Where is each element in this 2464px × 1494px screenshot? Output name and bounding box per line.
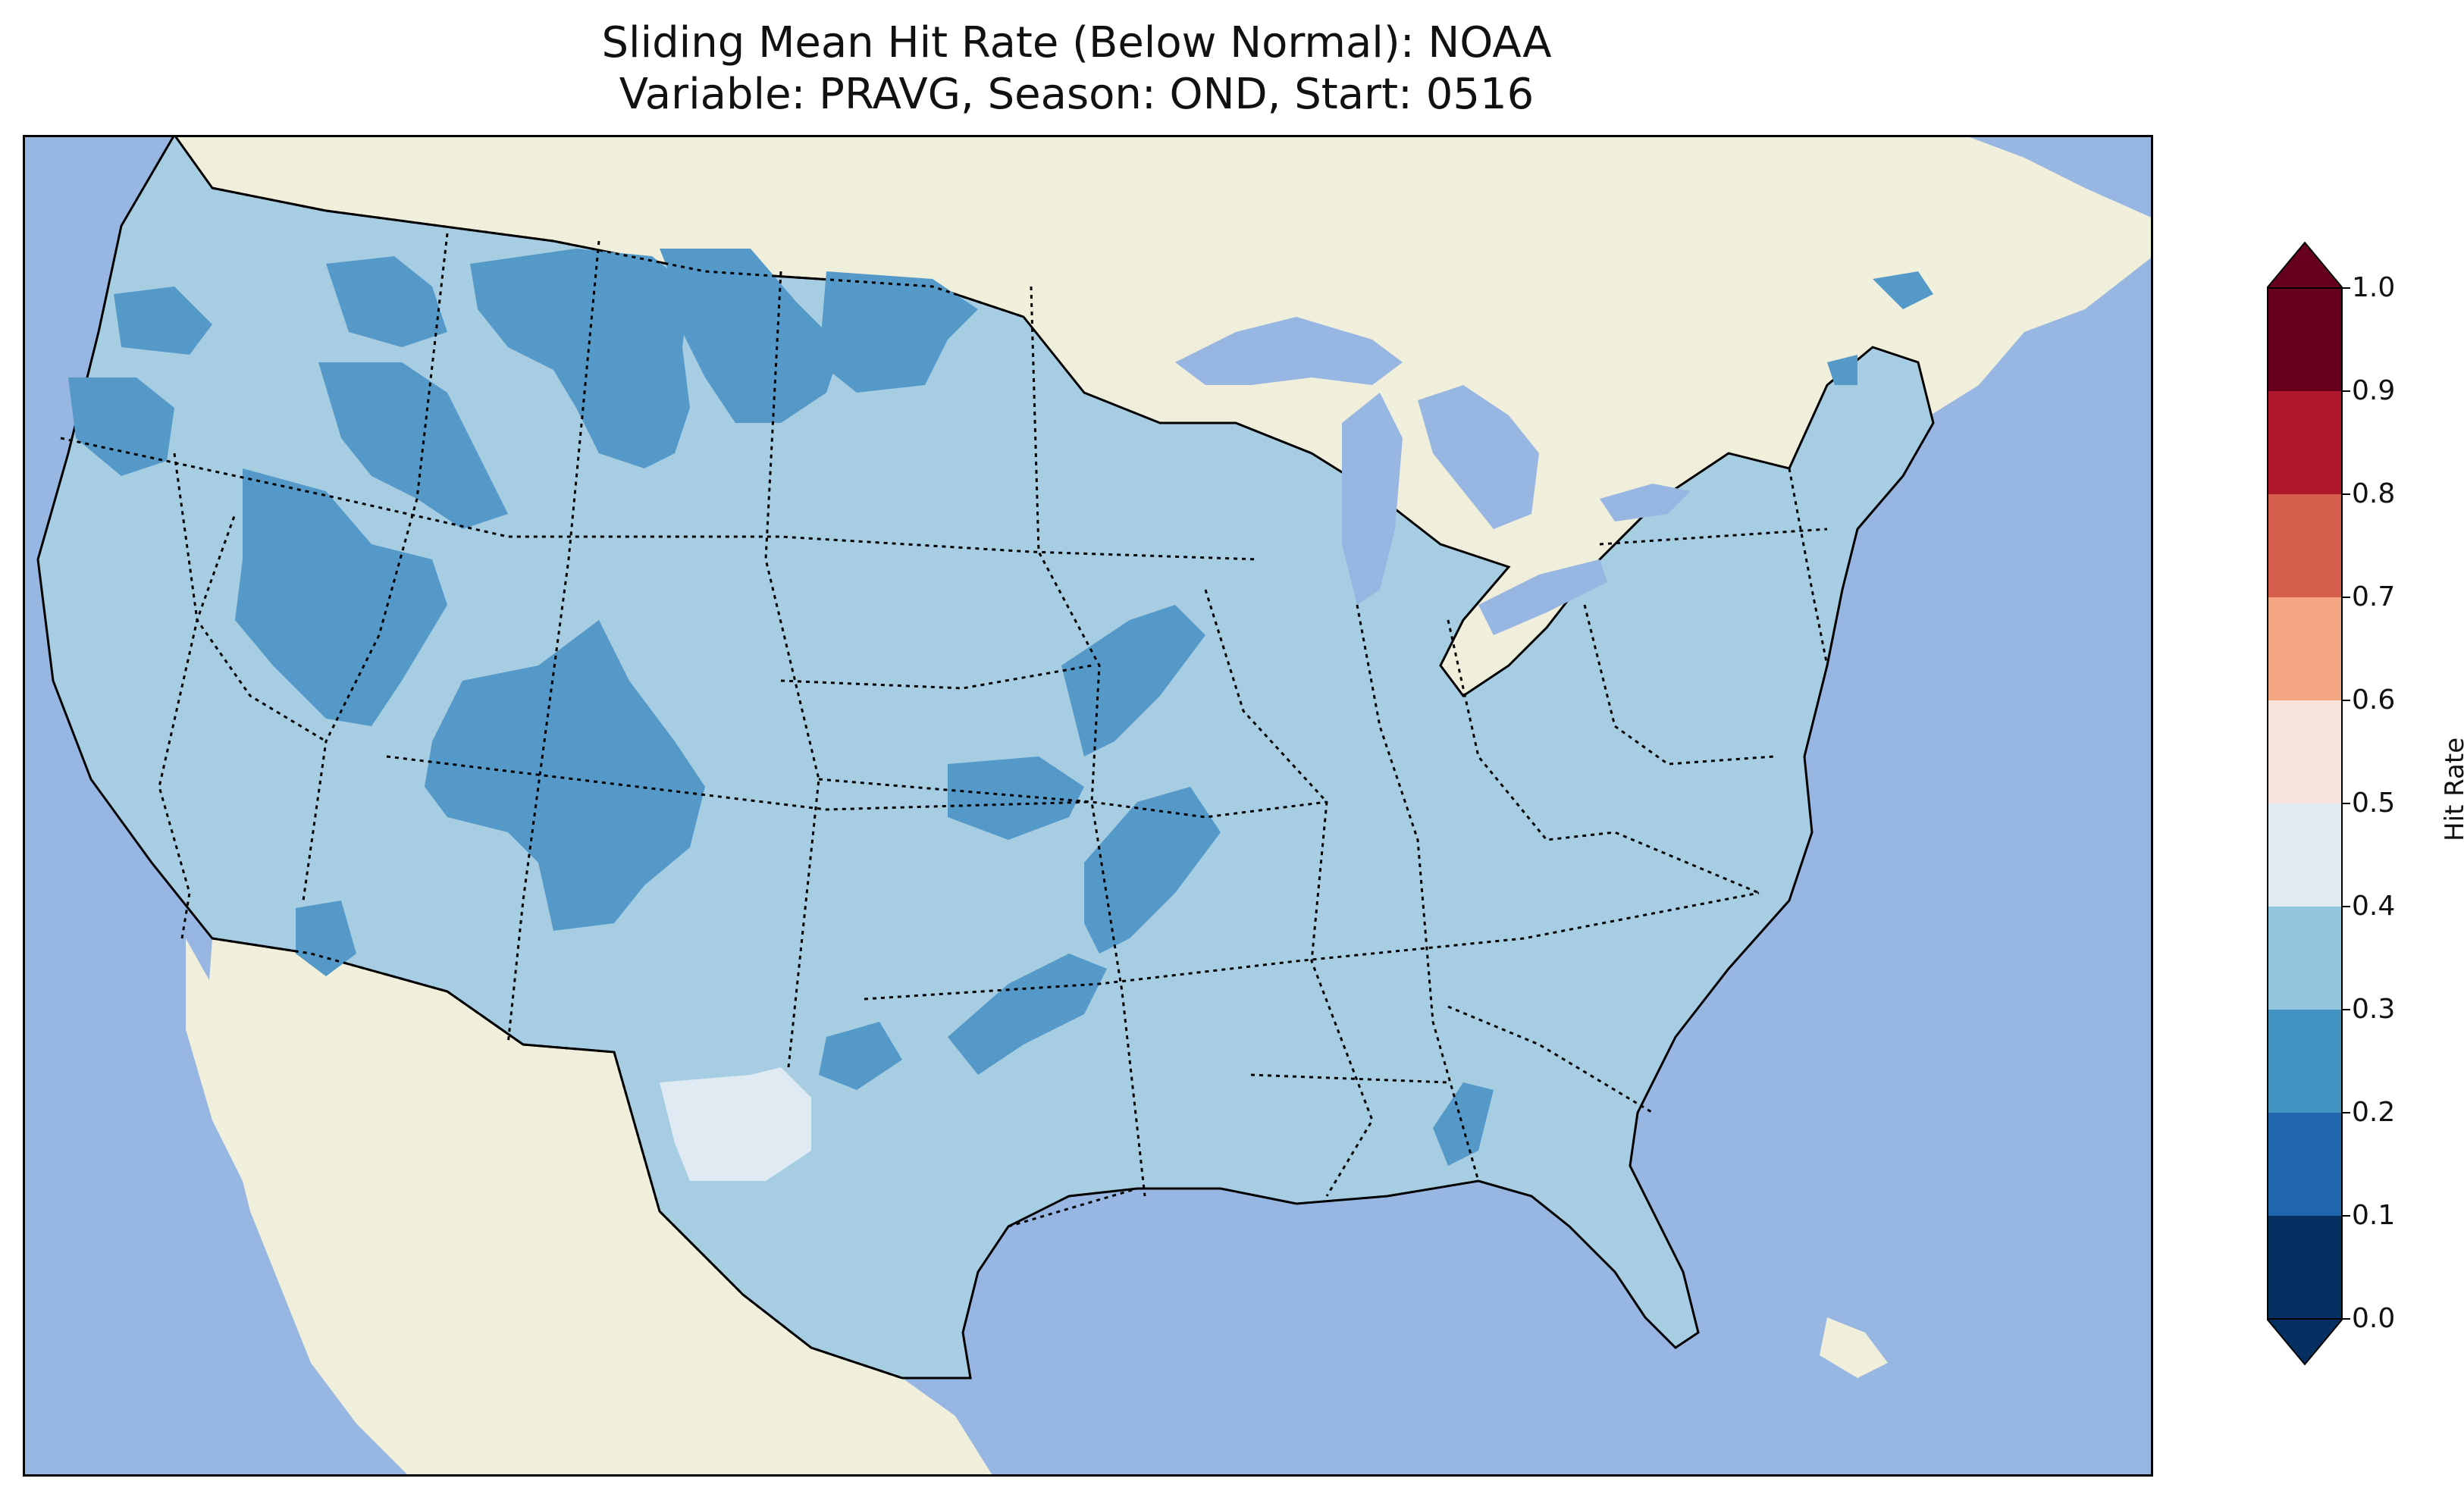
colorbar-tick-label: 1.0 (2352, 272, 2396, 303)
colorbar-tick (2343, 390, 2350, 392)
colorbar-tick-label: 0.2 (2352, 1097, 2396, 1128)
colorbar-tick-label: 0.3 (2352, 994, 2396, 1025)
colorbar-extend-bottom (2267, 1318, 2343, 1366)
map-frame (23, 135, 2153, 1477)
colorbar-tick-label: 0.4 (2352, 891, 2396, 922)
colorbar (2267, 241, 2343, 1366)
colorbar-tick (2343, 1009, 2350, 1010)
colorbar-bin (2268, 1010, 2342, 1113)
colorbar-bin (2268, 700, 2342, 803)
cuba-land (1820, 1317, 1888, 1378)
colorbar-bin (2268, 907, 2342, 1010)
us-hitrate-field (36, 135, 1935, 1380)
colorbar-tick (2343, 1215, 2350, 1217)
colorbar-tick-label: 0.1 (2352, 1200, 2396, 1231)
canada-land (174, 135, 2153, 696)
colorbar-bin (2268, 803, 2342, 907)
colorbar-tick (2343, 597, 2350, 598)
colorbar-extend-top (2267, 241, 2343, 289)
low-hitrate-patches (68, 249, 1933, 1166)
great-lakes (1175, 317, 1691, 635)
colorbar-bin (2268, 494, 2342, 597)
colorbar-tick (2343, 700, 2350, 701)
colorbar-tick-label: 0.0 (2352, 1303, 2396, 1334)
colorbar-tick-label: 0.9 (2352, 375, 2396, 406)
mexico-land (205, 938, 993, 1477)
colorbar-bin (2268, 391, 2342, 494)
colorbar-bin (2268, 288, 2342, 391)
colorbar-tick (2343, 803, 2350, 804)
colorbar-tick (2343, 1112, 2350, 1113)
highest-hitrate-patch (660, 1067, 811, 1181)
colorbar-tick-label: 0.8 (2352, 478, 2396, 509)
colorbar-tick (2343, 287, 2350, 289)
baja-land (186, 938, 432, 1424)
map-panel (23, 135, 2153, 1477)
colorbar-tick (2343, 493, 2350, 495)
colorbar-bin (2268, 1216, 2342, 1319)
state-borders (60, 233, 1829, 1228)
colorbar-bin (2268, 1113, 2342, 1216)
colorbar-tick-label: 0.5 (2352, 788, 2396, 819)
title-line-1: Sliding Mean Hit Rate (Below Normal): NO… (601, 18, 1552, 67)
colorbar-bin (2268, 597, 2342, 700)
title-line-2: Variable: PRAVG, Season: OND, Start: 051… (619, 70, 1535, 119)
colorbar-tick (2343, 906, 2350, 907)
national-borders (212, 186, 1024, 1380)
colorbar-tick-label: 0.7 (2352, 581, 2396, 612)
colorbar-tick-label: 0.6 (2352, 684, 2396, 716)
colorbar-title: Hit Rate (2440, 737, 2464, 841)
colorbar-tick (2343, 1318, 2350, 1320)
